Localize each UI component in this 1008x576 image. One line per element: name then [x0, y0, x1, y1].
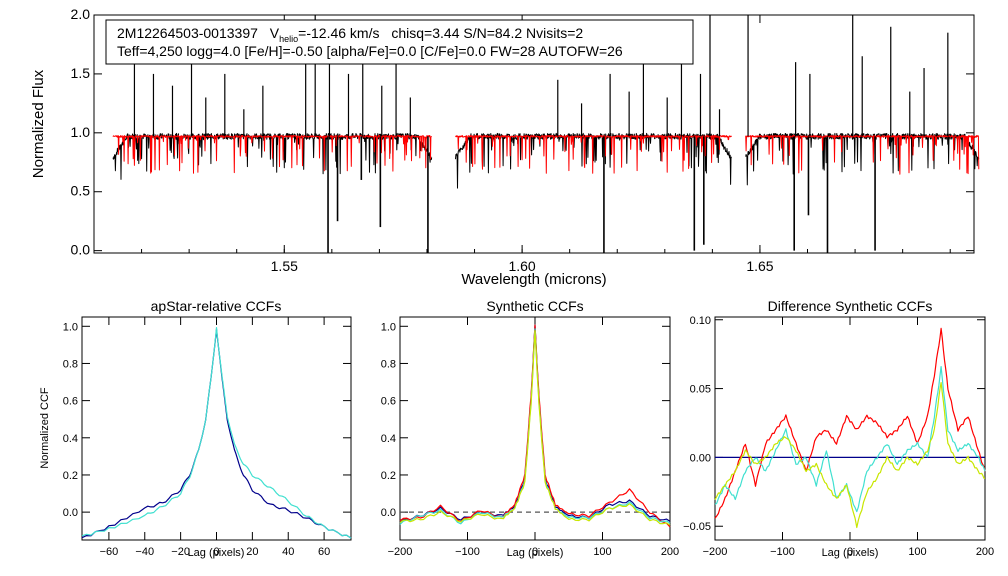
spectrum-model-detector-3 [745, 135, 980, 175]
spectrum-frame [93, 14, 975, 254]
synthetic-ccf-y-tick-label: 0.4 [381, 433, 396, 445]
synthetic-ccf-y-tick-label: 0.8 [381, 358, 396, 370]
difference-ccf-panel: Difference Synthetic CCFs −200 −100 0 100 20… [683, 298, 994, 559]
difference-ccf-x-label: Lag (pixels) [822, 547, 879, 559]
difference-ccf-x-tick-label: 100 [908, 546, 926, 558]
difference-ccf-x-tick-label: 200 [976, 546, 994, 558]
difference-ccf-x-tick-label: −200 [703, 546, 728, 558]
spectrum-annotation-box: 2M12264503-0013397 Vhelio=-12.46 km/s ch… [105, 19, 694, 65]
spectrum-observed-detector-3 [745, 132, 980, 186]
apstar-ccf-x-tick-label: −60 [100, 546, 119, 558]
difference-ccf-y-tick-label: −0.05 [683, 521, 711, 533]
spectrum-y-tick-label: 0.5 [71, 183, 91, 199]
synthetic-ccf-x-tick-label: −100 [455, 546, 480, 558]
spectrum-model-detector-1 [112, 135, 433, 174]
synthetic-ccf-series-s3 [399, 328, 671, 525]
spectrum-x-tick-label: 1.65 [746, 258, 773, 274]
apstar-ccf-panel: apStar-relative CCFs −60 −40 −20 0 20 40 60 0.0… [39, 298, 352, 559]
spectrum-y-tick-label: 2.0 [71, 6, 91, 22]
difference-ccf-lines [714, 327, 986, 529]
fit-stats: chisq=3.44 S/N=84.2 Nvisits=2 [391, 25, 583, 41]
apstar-ccf-x-tick-label: −40 [135, 546, 154, 558]
synthetic-ccf-panel: Synthetic CCFs −200 −100 0 100 200 0.0 0.2 0.4 0… [381, 298, 679, 559]
spectrum-x-tick-label: 1.55 [271, 258, 298, 274]
synthetic-ccf-title: Synthetic CCFs [486, 298, 583, 314]
apstar-ccf-series-ccf_a [81, 328, 352, 539]
difference-ccf-x-tick-label: −100 [770, 546, 795, 558]
synthetic-ccf-series-s4 [399, 330, 671, 526]
spectrum-lines [112, 15, 980, 253]
vhelio-label: V [270, 25, 280, 41]
apstar-ccf-lines [81, 327, 352, 539]
synthetic-ccf-x-tick-label: 100 [593, 546, 611, 558]
star-id: 2M12264503-0013397 [117, 25, 258, 41]
apstar-ccf-x-tick-label: −20 [171, 546, 190, 558]
spectrum-y-tick-label: 1.0 [71, 124, 91, 140]
difference-ccf-frame [714, 316, 986, 541]
synthetic-ccf-lines [399, 324, 671, 528]
difference-ccf-y-tick-label: 0.10 [690, 315, 711, 327]
synthetic-ccf-x-tick-label: −200 [388, 546, 413, 558]
vhelio-subscript: helio [279, 34, 298, 44]
annotation-line-1: 2M12264503-0013397 Vhelio=-12.46 km/s ch… [117, 25, 583, 44]
spectrum-model-detector-2 [455, 135, 732, 174]
synthetic-ccf-y-tick-label: 0.0 [381, 507, 396, 519]
apstar-ccf-x-tick-label: 20 [246, 546, 258, 558]
spectrum-x-tick-label: 1.60 [508, 258, 535, 274]
difference-ccf-series-d_cyan [714, 366, 986, 513]
synthetic-ccf-y-tick-label: 1.0 [381, 321, 396, 333]
apstar-ccf-y-tick-label: 0.8 [63, 358, 78, 370]
difference-ccf-y-tick-label: 0.05 [690, 384, 711, 396]
spectrum-y-label: Normalized Flux [30, 69, 47, 178]
annotation-line-2: Teff=4,250 logg=4.0 [Fe/H]=-0.50 [alpha/… [117, 43, 623, 59]
apstar-ccf-y-tick-label: 0.4 [63, 433, 78, 445]
difference-ccf-series-d_red [714, 327, 986, 519]
apstar-ccf-x-label: Lag (pixels) [188, 547, 245, 559]
synthetic-ccf-x-tick-label: 200 [661, 546, 679, 558]
apstar-ccf-y-tick-label: 0.0 [63, 507, 78, 519]
difference-ccf-title: Difference Synthetic CCFs [768, 298, 933, 314]
spectrum-y-tick-label: 1.5 [71, 65, 91, 81]
annotation-box-frame [105, 19, 694, 65]
apstar-ccf-y-tick-label: 0.2 [63, 470, 78, 482]
apstar-ccf-y-tick-label: 1.0 [63, 321, 78, 333]
synthetic-ccf-y-tick-label: 0.6 [381, 396, 396, 408]
spectrum-ticks: 1.55 1.60 1.65 0.0 0.5 1.0 1.5 2.0 [71, 6, 974, 274]
difference-ccf-x-tick-label: 0 [847, 546, 853, 558]
spectrum-panel: 1.55 1.60 1.65 0.0 0.5 1.0 1.5 2.0 Normalized F… [30, 6, 980, 288]
synthetic-ccf-series-s1 [399, 324, 671, 524]
synthetic-ccf-x-label: Lag (pixels) [507, 547, 564, 559]
spectrum-x-label: Wavelength (microns) [461, 271, 606, 288]
apstar-ccf-x-tick-label: 40 [282, 546, 294, 558]
difference-ccf-y-tick-label: 0.00 [690, 452, 711, 464]
apstar-ccf-frame [81, 316, 352, 541]
apstar-ccf-y-label: Normalized CCF [39, 387, 51, 469]
synthetic-ccf-y-tick-label: 0.2 [381, 470, 396, 482]
apstar-ccf-title: apStar-relative CCFs [151, 298, 282, 314]
synthetic-ccf-ticks: −200 −100 0 100 200 0.0 0.2 0.4 0.6 0.8 1.0 [381, 317, 679, 558]
difference-ccf-ticks: −200 −100 0 100 200 −0.05 0.00 0.05 0.10 [683, 315, 994, 558]
apstar-ccf-ticks: −60 −40 −20 0 20 40 60 0.0 0.2 0.4 0.6 0.8 1.0 [63, 317, 351, 558]
apstar-ccf-x-tick-label: 0 [213, 546, 219, 558]
vhelio-value: =-12.46 km/s [298, 25, 379, 41]
apstar-ccf-series-ccf_b [81, 327, 352, 539]
spectrum-y-tick-label: 0.0 [71, 242, 91, 258]
difference-ccf-series-d_yellow [714, 382, 985, 529]
apstar-ccf-x-tick-label: 60 [318, 546, 330, 558]
synthetic-ccf-series-s2 [399, 324, 671, 528]
synthetic-ccf-x-tick-label: 0 [532, 546, 538, 558]
apstar-ccf-y-tick-label: 0.6 [63, 396, 78, 408]
